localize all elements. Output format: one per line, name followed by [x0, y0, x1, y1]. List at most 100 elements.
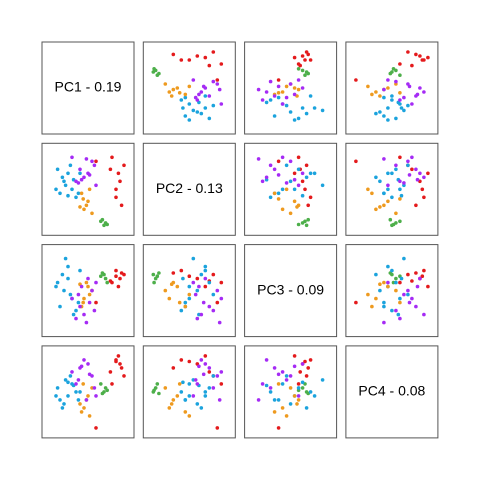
point — [390, 98, 394, 102]
point — [276, 173, 281, 177]
point — [382, 95, 386, 100]
point — [207, 366, 212, 370]
point — [374, 296, 378, 301]
point — [406, 288, 410, 293]
point — [99, 382, 103, 386]
point — [276, 398, 281, 402]
point — [288, 374, 293, 378]
point — [171, 366, 176, 370]
point — [114, 268, 118, 273]
point — [163, 82, 168, 86]
point — [87, 414, 92, 418]
point — [94, 183, 98, 188]
point — [179, 308, 184, 313]
point — [272, 114, 277, 118]
panel — [244, 41, 338, 135]
point — [151, 272, 156, 277]
point — [68, 163, 73, 168]
point — [394, 116, 398, 121]
point — [201, 372, 206, 377]
point — [410, 167, 414, 172]
point — [181, 276, 185, 281]
point — [183, 410, 188, 414]
point — [284, 378, 289, 382]
point — [79, 177, 84, 182]
point — [99, 219, 103, 224]
point — [183, 114, 188, 118]
point — [388, 217, 393, 222]
point — [410, 279, 414, 283]
point — [114, 274, 118, 279]
point — [199, 90, 204, 94]
point — [284, 163, 289, 168]
point — [191, 78, 196, 82]
point — [211, 308, 216, 313]
point — [207, 94, 212, 98]
point — [81, 197, 85, 201]
point — [114, 359, 118, 364]
point — [201, 84, 206, 89]
point — [167, 90, 172, 94]
point — [211, 386, 216, 390]
point — [418, 86, 422, 90]
point — [407, 84, 412, 89]
point — [272, 94, 277, 98]
point — [276, 84, 281, 89]
point — [197, 284, 201, 289]
point — [76, 191, 81, 196]
point — [415, 92, 420, 97]
point — [60, 406, 65, 410]
point — [410, 102, 414, 106]
point — [60, 272, 65, 277]
point — [264, 383, 269, 388]
point — [84, 280, 89, 285]
point — [378, 179, 382, 184]
point — [87, 292, 92, 297]
point — [195, 288, 200, 293]
point — [219, 102, 224, 106]
point — [295, 205, 299, 209]
point — [171, 87, 176, 92]
point — [398, 179, 402, 184]
point — [386, 171, 390, 176]
point — [191, 108, 196, 113]
point — [303, 187, 307, 192]
point — [70, 296, 74, 301]
point — [191, 394, 196, 398]
point — [370, 304, 374, 309]
point — [366, 187, 370, 192]
point — [272, 167, 277, 172]
point — [82, 207, 86, 212]
point — [300, 179, 305, 184]
point — [203, 106, 208, 110]
point — [418, 171, 422, 176]
point — [68, 292, 73, 297]
point — [288, 386, 293, 390]
point — [187, 274, 192, 279]
point — [187, 382, 192, 386]
point — [300, 171, 305, 176]
point — [66, 171, 70, 176]
point — [386, 187, 390, 192]
point — [195, 276, 200, 281]
point — [414, 167, 418, 172]
point — [306, 52, 311, 57]
point — [79, 284, 84, 289]
point — [268, 386, 273, 390]
point — [191, 256, 196, 261]
point — [211, 79, 216, 84]
point — [292, 177, 297, 182]
point — [191, 280, 196, 285]
point — [157, 391, 161, 396]
point — [406, 159, 410, 164]
point — [406, 272, 410, 277]
point — [288, 82, 293, 86]
point — [87, 173, 92, 177]
point — [55, 386, 60, 390]
point — [296, 398, 301, 402]
point — [193, 95, 198, 100]
point — [152, 388, 156, 393]
point — [260, 382, 265, 386]
panel — [142, 41, 236, 135]
